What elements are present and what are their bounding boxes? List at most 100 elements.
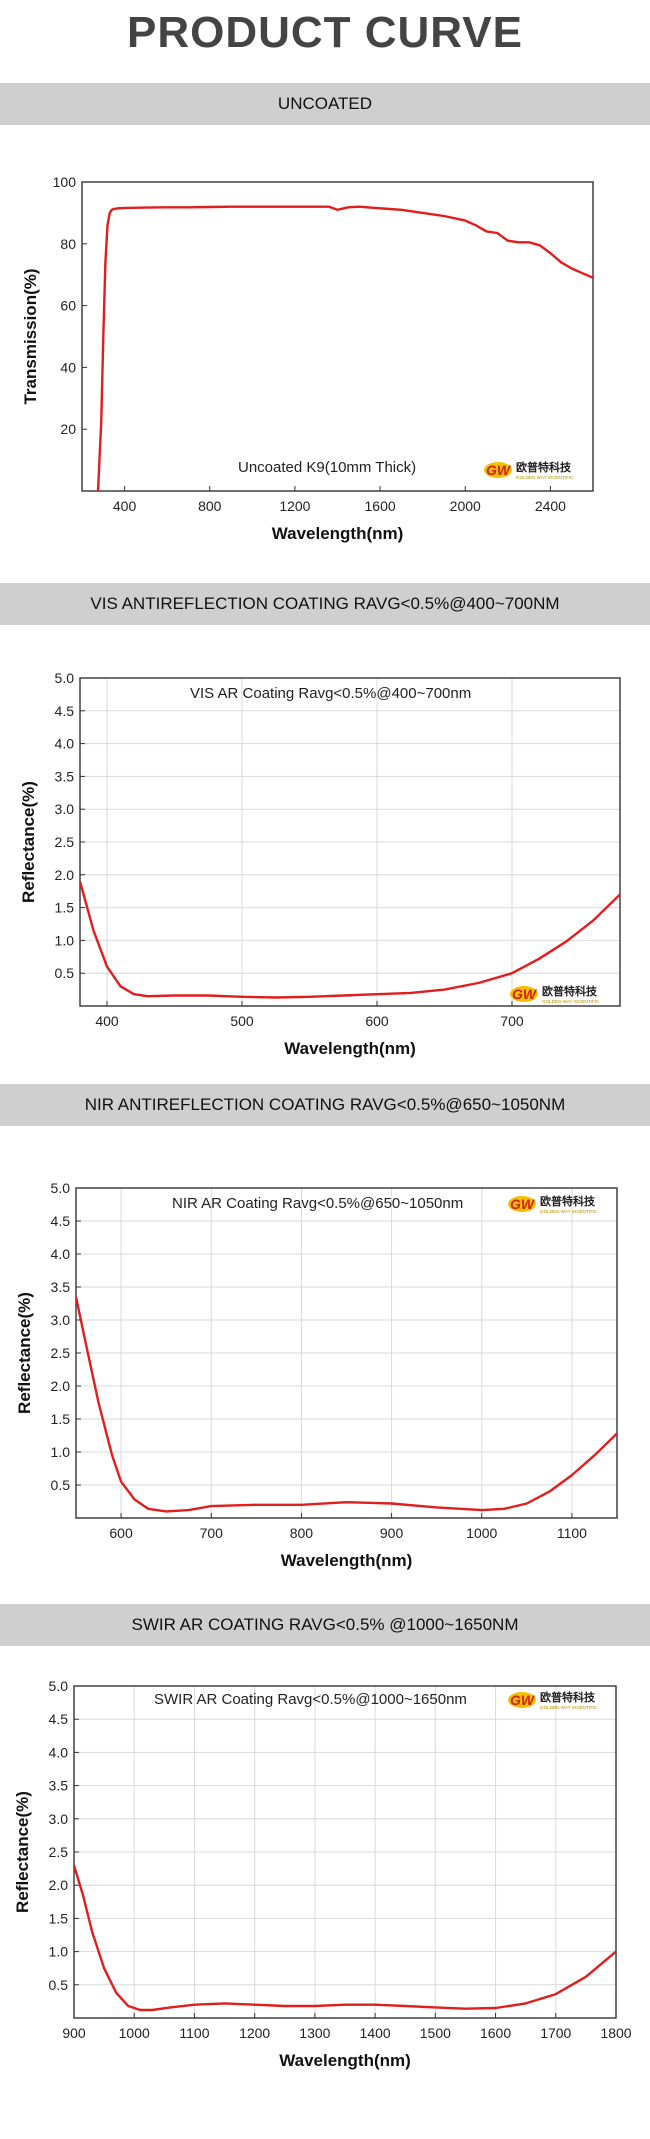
y-tick-label: 1.5: [51, 1411, 71, 1427]
chart-swir-ar-reflectance: 900 1000 1100 1200 1300 1400 1500 1600 1700 1800 0…: [13, 1678, 632, 2070]
x-tick-label: 2000: [450, 498, 481, 514]
y-tick-label: 3.0: [51, 1312, 71, 1328]
y-tick-label: 5.0: [51, 1180, 71, 1196]
y-tick-label: 3.0: [49, 1811, 69, 1827]
plot-frame: [81, 181, 594, 492]
logo-mark: GW: [486, 462, 512, 478]
y-axis-label: Transmission(%): [21, 268, 40, 404]
y-tick-label: 100: [53, 174, 77, 190]
x-tick-label: 1800: [600, 2025, 631, 2041]
section-band-uncoated: UNCOATED: [0, 83, 650, 125]
chart-vis-ar-reflectance: 400 500 600 700 0.5 1.0 1.5 2.0 2.5 3.0 3.5 4.0 4.5 5…: [19, 670, 621, 1058]
y-tick-label: 0.5: [51, 1477, 71, 1493]
x-axis-label: Wavelength(nm): [281, 1551, 413, 1570]
y-tick-label: 1.5: [55, 900, 75, 916]
chart-nir-ar-reflectance: 600 700 800 900 1000 1100 0.5 1.0 1.5 2.0 2.5 3.0 3.…: [15, 1180, 618, 1570]
x-axis-label: Wavelength(nm): [279, 2051, 411, 2070]
chart-uncoated-transmission: 400 800 1200 1600 2000 2400 20 40 60 80 100 Wavelen…: [21, 174, 594, 543]
logo-en-name: GOLDEN WAY SCIENTIFIC: [540, 1705, 598, 1710]
data-series-line: [76, 1296, 617, 1513]
data-series-line: [80, 881, 620, 999]
x-axis-label: Wavelength(nm): [284, 1039, 416, 1058]
logo-badge-icon: [508, 1692, 536, 1708]
y-tick-label: 60: [60, 298, 76, 314]
x-tick-label: 600: [365, 1013, 389, 1029]
y-tick-label: 1.0: [49, 1944, 69, 1960]
logo-cn-name: 欧普特科技: [542, 984, 598, 998]
x-tick-label: 400: [113, 498, 137, 514]
section-band-vis: VIS ANTIREFLECTION COATING RAVG<0.5%@400…: [0, 583, 650, 625]
logo-mark: GW: [510, 1692, 536, 1708]
x-tick-label: 900: [62, 2025, 86, 2041]
x-tick-label: 1400: [360, 2025, 391, 2041]
x-tick-label: 600: [109, 1525, 133, 1541]
y-axis-label: Reflectance(%): [19, 781, 38, 903]
y-tick-label: 3.5: [49, 1778, 69, 1794]
x-axis-label: Wavelength(nm): [272, 524, 404, 543]
y-tick-label: 5.0: [49, 1678, 69, 1694]
logo-badge-icon: [510, 986, 538, 1002]
y-tick-label: 5.0: [55, 670, 75, 686]
chart-annotation: NIR AR Coating Ravg<0.5%@650~1050nm: [172, 1195, 463, 1212]
x-tick-label: 1600: [365, 498, 396, 514]
y-tick-label: 4.0: [49, 1744, 69, 1760]
y-tick-label: 3.5: [55, 768, 75, 784]
x-tick-label: 800: [198, 498, 222, 514]
y-tick-label: 4.0: [51, 1246, 71, 1262]
x-tick-label: 500: [230, 1013, 254, 1029]
x-tick-label: 1100: [557, 1525, 587, 1541]
data-series-line: [96, 205, 593, 491]
y-tick-label: 4.0: [55, 736, 75, 752]
x-tick-label: 1000: [119, 2025, 150, 2041]
y-tick-label: 4.5: [55, 703, 75, 719]
x-tick-label: 1000: [466, 1525, 497, 1541]
y-tick-label: 2.5: [55, 834, 75, 850]
y-tick-label: 40: [60, 359, 76, 375]
x-tick-label: 700: [500, 1013, 524, 1029]
x-tick-label: 1600: [480, 2025, 511, 2041]
section-band-swir: SWIR AR COATING RAVG<0.5% @1000~1650NM: [0, 1604, 650, 1646]
y-axis-label: Reflectance(%): [15, 1292, 34, 1414]
logo-mark: GW: [512, 986, 538, 1002]
x-tick-label: 1300: [299, 2025, 330, 2041]
y-tick-label: 2.5: [51, 1345, 71, 1361]
logo-mark: GW: [510, 1196, 536, 1212]
x-tick-label: 1200: [239, 2025, 270, 2041]
chart-annotation: SWIR AR Coating Ravg<0.5%@1000~1650nm: [154, 1691, 467, 1708]
x-tick-label: 2400: [535, 498, 566, 514]
y-tick-label: 1.0: [55, 932, 75, 948]
y-tick-label: 3.0: [55, 801, 75, 817]
logo-cn-name: 欧普特科技: [516, 460, 572, 474]
y-tick-label: 3.5: [51, 1279, 71, 1295]
y-tick-label: 2.0: [55, 867, 75, 883]
logo-cn-name: 欧普特科技: [540, 1194, 596, 1208]
x-tick-label: 900: [380, 1525, 404, 1541]
chart-annotation: VIS AR Coating Ravg<0.5%@400~700nm: [190, 685, 471, 702]
y-tick-label: 4.5: [49, 1711, 69, 1727]
x-tick-label: 1100: [179, 2025, 209, 2041]
x-tick-label: 400: [95, 1013, 119, 1029]
logo-badge-icon: [484, 462, 512, 478]
y-tick-label: 4.5: [51, 1213, 71, 1229]
y-tick-label: 80: [60, 236, 76, 252]
y-axis-label: Reflectance(%): [13, 1791, 32, 1913]
x-tick-label: 1700: [540, 2025, 571, 2041]
page-title: PRODUCT CURVE: [126, 8, 523, 57]
chart-annotation: Uncoated K9(10mm Thick): [238, 459, 416, 476]
y-tick-label: 1.5: [49, 1910, 69, 1926]
y-tick-label: 0.5: [49, 1977, 69, 1993]
y-tick-label: 1.0: [51, 1444, 71, 1460]
y-tick-label: 2.0: [49, 1877, 69, 1893]
section-band-nir: NIR ANTIREFLECTION COATING RAVG<0.5%@650…: [0, 1084, 650, 1126]
data-series-line: [74, 1864, 616, 2012]
logo-cn-name: 欧普特科技: [540, 1690, 596, 1704]
y-tick-label: 2.5: [49, 1844, 69, 1860]
logo-en-name: GOLDEN WAY SCIENTIFIC: [542, 999, 600, 1004]
y-tick-label: 0.5: [55, 965, 75, 981]
y-tick-label: 20: [60, 421, 76, 437]
y-tick-label: 2.0: [51, 1378, 71, 1394]
